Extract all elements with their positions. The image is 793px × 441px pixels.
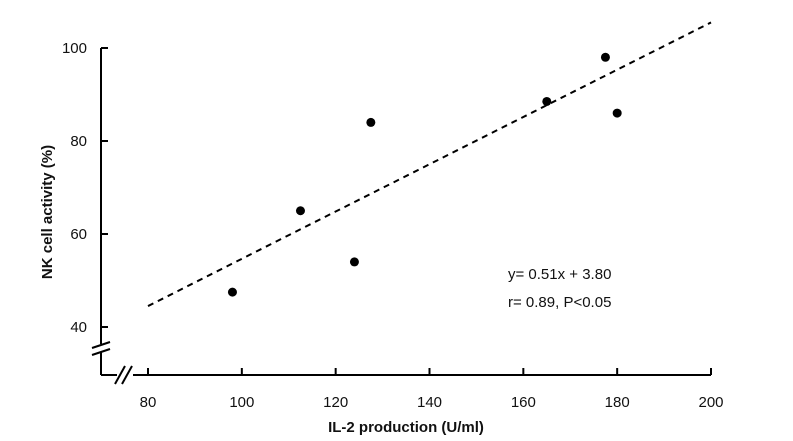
data-points: [227, 52, 622, 297]
x-tick-label: 160: [511, 394, 536, 411]
data-point: [612, 108, 622, 118]
x-tick-label: 200: [698, 394, 723, 411]
data-point: [295, 206, 305, 216]
x-tick-label: 180: [605, 394, 630, 411]
x-axis-title: IL-2 production (U/ml): [328, 419, 484, 436]
y-tick-label: 100: [62, 40, 87, 57]
x-tick-label: 120: [323, 394, 348, 411]
x-tick-label: 100: [229, 394, 254, 411]
data-point: [349, 257, 359, 267]
y-tick-label: 60: [70, 226, 87, 243]
y-ticks: 40 60 80 100: [62, 40, 108, 336]
x-tick-label: 140: [417, 394, 442, 411]
x-axis-break-mark: [114, 365, 133, 385]
correlation-stats: r= 0.89, P<0.05: [508, 294, 611, 311]
x-tick-label: 80: [140, 394, 157, 411]
y-axis-break-mark: [91, 341, 111, 356]
y-tick-label: 40: [70, 319, 87, 336]
y-axis-title: NK cell activity (%): [39, 145, 56, 279]
data-point: [227, 287, 237, 297]
regression-equation: y= 0.51x + 3.80: [508, 266, 611, 283]
y-tick-label: 80: [70, 133, 87, 150]
data-point: [366, 117, 376, 127]
regression-line: [147, 21, 712, 307]
x-ticks: 80 100 120 140 160 180 200: [140, 368, 724, 411]
data-point: [600, 52, 610, 62]
data-point: [542, 96, 552, 106]
